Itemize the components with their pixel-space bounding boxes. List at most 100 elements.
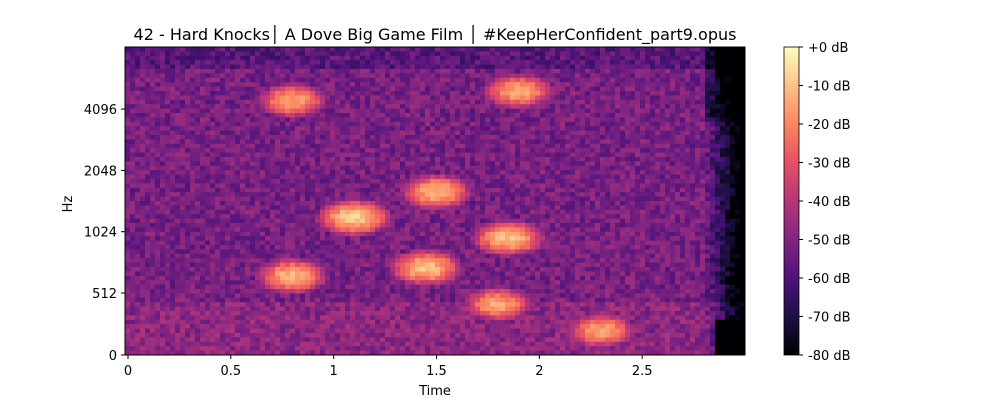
heatmap-cell (475, 121, 481, 127)
heatmap-cell (250, 346, 256, 352)
heatmap-cell (350, 205, 356, 211)
heatmap-cell (380, 293, 386, 299)
heatmap-cell (225, 77, 231, 83)
heatmap-cell (245, 196, 251, 202)
heatmap-cell (340, 69, 346, 74)
heatmap-cell (365, 69, 371, 74)
heatmap-cell (160, 95, 166, 101)
heatmap-cell (245, 60, 251, 66)
heatmap-cell (170, 187, 176, 193)
heatmap-cell (160, 289, 166, 294)
heatmap-cell (465, 350, 471, 355)
heatmap-cell (325, 126, 331, 132)
heatmap-cell (290, 209, 296, 215)
heatmap-cell (350, 275, 356, 281)
heatmap-cell (370, 108, 376, 114)
heatmap-cell (405, 121, 411, 127)
heatmap-cell (215, 47, 221, 52)
heatmap-cell (400, 95, 406, 101)
heatmap-cell (365, 328, 371, 334)
heatmap-cell (425, 324, 431, 330)
heatmap-cell (335, 346, 341, 352)
heatmap-cell (130, 183, 136, 189)
heatmap-cell (280, 126, 286, 132)
heatmap-cell (155, 196, 161, 202)
heatmap-cell (465, 121, 471, 127)
heatmap-cell (325, 104, 331, 110)
heatmap-cell (220, 121, 226, 127)
heatmap-cell (370, 315, 376, 321)
heatmap-cell (250, 253, 256, 259)
heatmap-cell (335, 223, 341, 228)
heatmap-cell (385, 117, 391, 123)
heatmap-cell (425, 284, 431, 290)
heatmap-cell (280, 284, 286, 290)
heatmap-cell (135, 170, 141, 176)
heatmap-cell (430, 218, 436, 224)
heatmap-cell (245, 319, 251, 325)
heatmap-cell (210, 69, 216, 74)
heatmap-cell (400, 55, 406, 61)
heatmap-cell (470, 311, 476, 316)
heatmap-cell (250, 82, 256, 88)
heatmap-cell (180, 293, 186, 299)
heatmap-cell (355, 311, 361, 316)
heatmap-cell (310, 262, 316, 268)
heatmap-cell (195, 170, 201, 176)
heatmap-cell (375, 192, 381, 198)
heatmap-cell (350, 187, 356, 193)
heatmap-cell (185, 130, 191, 136)
heatmap-cell (360, 324, 366, 330)
heatmap-cell (455, 157, 461, 162)
heatmap-cell (285, 245, 291, 250)
heatmap-cell (300, 311, 306, 316)
heatmap-cell (445, 214, 451, 220)
heatmap-cell (475, 333, 481, 338)
heatmap-cell (470, 306, 476, 312)
heatmap-cell (125, 95, 131, 101)
heatmap-cell (320, 99, 326, 105)
heatmap-cell (430, 60, 436, 66)
heatmap-cell (460, 187, 466, 193)
heatmap-cell (200, 333, 206, 338)
heatmap-cell (185, 99, 191, 105)
heatmap-cell (230, 289, 236, 294)
heatmap-cell (180, 284, 186, 290)
heatmap-cell (255, 341, 261, 347)
heatmap-cell (365, 104, 371, 110)
heatmap-cell (305, 315, 311, 321)
heatmap-cell (245, 231, 251, 237)
heatmap-cell (370, 73, 376, 79)
heatmap-cell (260, 95, 266, 101)
heatmap-cell (375, 121, 381, 127)
heatmap-cell (385, 205, 391, 211)
heatmap-cell (420, 64, 426, 70)
heatmap-cell (265, 86, 271, 92)
heatmap-cell (200, 117, 206, 123)
heatmap-cell (370, 51, 376, 57)
heatmap-cell (275, 205, 281, 211)
heatmap-cell (400, 280, 406, 286)
heatmap-cell (135, 104, 141, 110)
heatmap-cell (465, 143, 471, 149)
heatmap-cell (295, 82, 301, 88)
heatmap-cell (410, 135, 416, 140)
heatmap-cell (275, 258, 281, 264)
heatmap-cell (295, 73, 301, 79)
heatmap-cell (460, 121, 466, 127)
heatmap-cell (475, 302, 481, 308)
heatmap-cell (420, 148, 426, 154)
heatmap-cell (255, 55, 261, 61)
heatmap-cell (165, 148, 171, 154)
heatmap-cell (245, 205, 251, 211)
heatmap-cell (415, 126, 421, 132)
heatmap-cell (130, 328, 136, 334)
heatmap-cell (200, 139, 206, 145)
heatmap-cell (265, 51, 271, 57)
heatmap-cell (190, 64, 196, 70)
heatmap-cell (130, 157, 136, 162)
heatmap-cell (420, 126, 426, 132)
heatmap-cell (385, 284, 391, 290)
heatmap-cell (330, 201, 336, 206)
heatmap-cell (340, 258, 346, 264)
